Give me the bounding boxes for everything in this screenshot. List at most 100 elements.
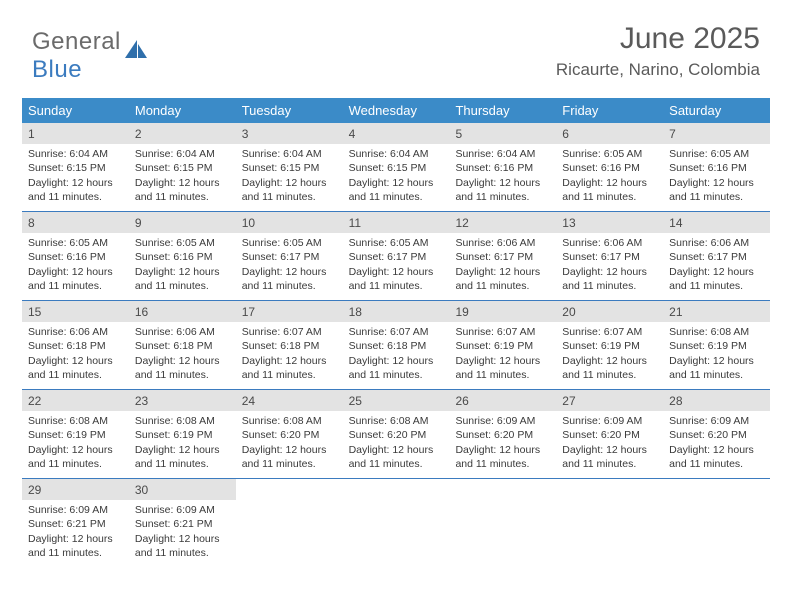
day-content: Sunrise: 6:04 AMSunset: 6:15 PMDaylight:…	[236, 144, 343, 210]
sunrise-text: Sunrise: 6:08 AM	[28, 414, 123, 428]
daylight-text: Daylight: 12 hours and 11 minutes.	[135, 532, 230, 560]
day-content: Sunrise: 6:06 AMSunset: 6:17 PMDaylight:…	[663, 233, 770, 299]
daylight-text: Daylight: 12 hours and 11 minutes.	[242, 443, 337, 471]
sunset-text: Sunset: 6:19 PM	[669, 339, 764, 353]
sunset-text: Sunset: 6:21 PM	[135, 517, 230, 531]
day-cell: 8Sunrise: 6:05 AMSunset: 6:16 PMDaylight…	[22, 212, 129, 300]
sunrise-text: Sunrise: 6:08 AM	[669, 325, 764, 339]
day-number: 16	[129, 301, 236, 322]
location: Ricaurte, Narino, Colombia	[556, 60, 760, 80]
daylight-text: Daylight: 12 hours and 11 minutes.	[669, 176, 764, 204]
weekday-header: Monday	[129, 98, 236, 123]
sunrise-text: Sunrise: 6:09 AM	[135, 503, 230, 517]
sunset-text: Sunset: 6:17 PM	[669, 250, 764, 264]
sunset-text: Sunset: 6:19 PM	[455, 339, 550, 353]
day-number: 24	[236, 390, 343, 411]
daylight-text: Daylight: 12 hours and 11 minutes.	[135, 176, 230, 204]
sunset-text: Sunset: 6:19 PM	[562, 339, 657, 353]
daylight-text: Daylight: 12 hours and 11 minutes.	[28, 443, 123, 471]
day-cell: 5Sunrise: 6:04 AMSunset: 6:16 PMDaylight…	[449, 123, 556, 211]
day-content: Sunrise: 6:08 AMSunset: 6:19 PMDaylight:…	[663, 322, 770, 388]
logo: General Blue	[32, 28, 149, 84]
week-row: 8Sunrise: 6:05 AMSunset: 6:16 PMDaylight…	[22, 211, 770, 300]
sunrise-text: Sunrise: 6:04 AM	[455, 147, 550, 161]
day-content: Sunrise: 6:04 AMSunset: 6:15 PMDaylight:…	[22, 144, 129, 210]
day-cell: 17Sunrise: 6:07 AMSunset: 6:18 PMDayligh…	[236, 301, 343, 389]
day-cell: 22Sunrise: 6:08 AMSunset: 6:19 PMDayligh…	[22, 390, 129, 478]
day-cell	[236, 479, 343, 567]
week-row: 29Sunrise: 6:09 AMSunset: 6:21 PMDayligh…	[22, 478, 770, 567]
day-cell: 1Sunrise: 6:04 AMSunset: 6:15 PMDaylight…	[22, 123, 129, 211]
sunrise-text: Sunrise: 6:05 AM	[28, 236, 123, 250]
day-content: Sunrise: 6:05 AMSunset: 6:16 PMDaylight:…	[663, 144, 770, 210]
daylight-text: Daylight: 12 hours and 11 minutes.	[135, 443, 230, 471]
sunrise-text: Sunrise: 6:08 AM	[242, 414, 337, 428]
day-content: Sunrise: 6:05 AMSunset: 6:16 PMDaylight:…	[22, 233, 129, 299]
day-content: Sunrise: 6:09 AMSunset: 6:20 PMDaylight:…	[663, 411, 770, 477]
sunset-text: Sunset: 6:20 PM	[455, 428, 550, 442]
sunrise-text: Sunrise: 6:09 AM	[455, 414, 550, 428]
day-content: Sunrise: 6:09 AMSunset: 6:21 PMDaylight:…	[22, 500, 129, 566]
day-number: 19	[449, 301, 556, 322]
sunset-text: Sunset: 6:16 PM	[28, 250, 123, 264]
day-number: 22	[22, 390, 129, 411]
day-cell: 29Sunrise: 6:09 AMSunset: 6:21 PMDayligh…	[22, 479, 129, 567]
sunset-text: Sunset: 6:18 PM	[135, 339, 230, 353]
day-cell: 6Sunrise: 6:05 AMSunset: 6:16 PMDaylight…	[556, 123, 663, 211]
day-content: Sunrise: 6:04 AMSunset: 6:15 PMDaylight:…	[129, 144, 236, 210]
day-content: Sunrise: 6:07 AMSunset: 6:18 PMDaylight:…	[236, 322, 343, 388]
day-number: 3	[236, 123, 343, 144]
day-content: Sunrise: 6:08 AMSunset: 6:19 PMDaylight:…	[22, 411, 129, 477]
sunset-text: Sunset: 6:16 PM	[135, 250, 230, 264]
sunset-text: Sunset: 6:20 PM	[349, 428, 444, 442]
day-number: 1	[22, 123, 129, 144]
day-cell	[449, 479, 556, 567]
daylight-text: Daylight: 12 hours and 11 minutes.	[669, 443, 764, 471]
sunrise-text: Sunrise: 6:08 AM	[349, 414, 444, 428]
sunrise-text: Sunrise: 6:04 AM	[242, 147, 337, 161]
day-content: Sunrise: 6:07 AMSunset: 6:18 PMDaylight:…	[343, 322, 450, 388]
day-content: Sunrise: 6:04 AMSunset: 6:15 PMDaylight:…	[343, 144, 450, 210]
day-content: Sunrise: 6:06 AMSunset: 6:17 PMDaylight:…	[556, 233, 663, 299]
sunrise-text: Sunrise: 6:07 AM	[242, 325, 337, 339]
day-number: 27	[556, 390, 663, 411]
sunrise-text: Sunrise: 6:07 AM	[349, 325, 444, 339]
day-content: Sunrise: 6:04 AMSunset: 6:16 PMDaylight:…	[449, 144, 556, 210]
sunrise-text: Sunrise: 6:04 AM	[349, 147, 444, 161]
day-cell: 4Sunrise: 6:04 AMSunset: 6:15 PMDaylight…	[343, 123, 450, 211]
day-number: 11	[343, 212, 450, 233]
sunset-text: Sunset: 6:16 PM	[562, 161, 657, 175]
day-number: 7	[663, 123, 770, 144]
day-number: 18	[343, 301, 450, 322]
day-number: 28	[663, 390, 770, 411]
sunset-text: Sunset: 6:15 PM	[242, 161, 337, 175]
daylight-text: Daylight: 12 hours and 11 minutes.	[349, 443, 444, 471]
daylight-text: Daylight: 12 hours and 11 minutes.	[28, 176, 123, 204]
day-number: 4	[343, 123, 450, 144]
sunset-text: Sunset: 6:19 PM	[135, 428, 230, 442]
day-cell: 15Sunrise: 6:06 AMSunset: 6:18 PMDayligh…	[22, 301, 129, 389]
sunrise-text: Sunrise: 6:09 AM	[562, 414, 657, 428]
daylight-text: Daylight: 12 hours and 11 minutes.	[669, 354, 764, 382]
weekday-header: Tuesday	[236, 98, 343, 123]
day-cell: 23Sunrise: 6:08 AMSunset: 6:19 PMDayligh…	[129, 390, 236, 478]
day-cell: 27Sunrise: 6:09 AMSunset: 6:20 PMDayligh…	[556, 390, 663, 478]
daylight-text: Daylight: 12 hours and 11 minutes.	[562, 176, 657, 204]
sunrise-text: Sunrise: 6:06 AM	[562, 236, 657, 250]
day-content: Sunrise: 6:05 AMSunset: 6:17 PMDaylight:…	[343, 233, 450, 299]
sunset-text: Sunset: 6:18 PM	[349, 339, 444, 353]
day-cell: 14Sunrise: 6:06 AMSunset: 6:17 PMDayligh…	[663, 212, 770, 300]
day-cell: 16Sunrise: 6:06 AMSunset: 6:18 PMDayligh…	[129, 301, 236, 389]
day-content: Sunrise: 6:08 AMSunset: 6:19 PMDaylight:…	[129, 411, 236, 477]
daylight-text: Daylight: 12 hours and 11 minutes.	[349, 354, 444, 382]
sunrise-text: Sunrise: 6:07 AM	[562, 325, 657, 339]
day-cell: 28Sunrise: 6:09 AMSunset: 6:20 PMDayligh…	[663, 390, 770, 478]
day-cell: 25Sunrise: 6:08 AMSunset: 6:20 PMDayligh…	[343, 390, 450, 478]
daylight-text: Daylight: 12 hours and 11 minutes.	[562, 265, 657, 293]
day-content: Sunrise: 6:07 AMSunset: 6:19 PMDaylight:…	[556, 322, 663, 388]
daylight-text: Daylight: 12 hours and 11 minutes.	[135, 354, 230, 382]
sunrise-text: Sunrise: 6:06 AM	[455, 236, 550, 250]
day-content: Sunrise: 6:07 AMSunset: 6:19 PMDaylight:…	[449, 322, 556, 388]
week-row: 1Sunrise: 6:04 AMSunset: 6:15 PMDaylight…	[22, 123, 770, 211]
day-number: 23	[129, 390, 236, 411]
